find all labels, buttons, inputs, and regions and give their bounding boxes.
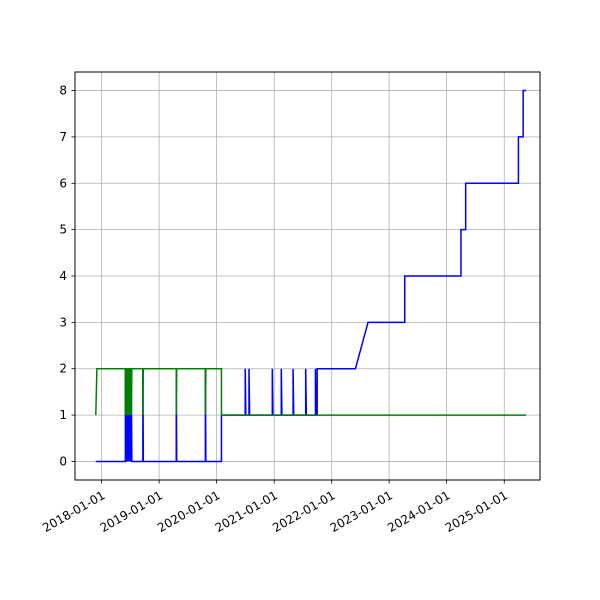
y-tick-label-6: 6 — [59, 176, 67, 190]
series-group — [95, 89, 527, 463]
y-tick-label-7: 7 — [59, 130, 67, 144]
series-line-1 — [95, 367, 527, 416]
y-tick-label-5: 5 — [59, 223, 67, 237]
y-tick-label-2: 2 — [59, 362, 67, 376]
y-tick-label-3: 3 — [59, 315, 67, 329]
y-tick-label-4: 4 — [59, 269, 67, 283]
y-tick-label-8: 8 — [59, 84, 67, 98]
y-tick-label-0: 0 — [59, 454, 67, 468]
y-tick-label-1: 1 — [59, 408, 67, 422]
